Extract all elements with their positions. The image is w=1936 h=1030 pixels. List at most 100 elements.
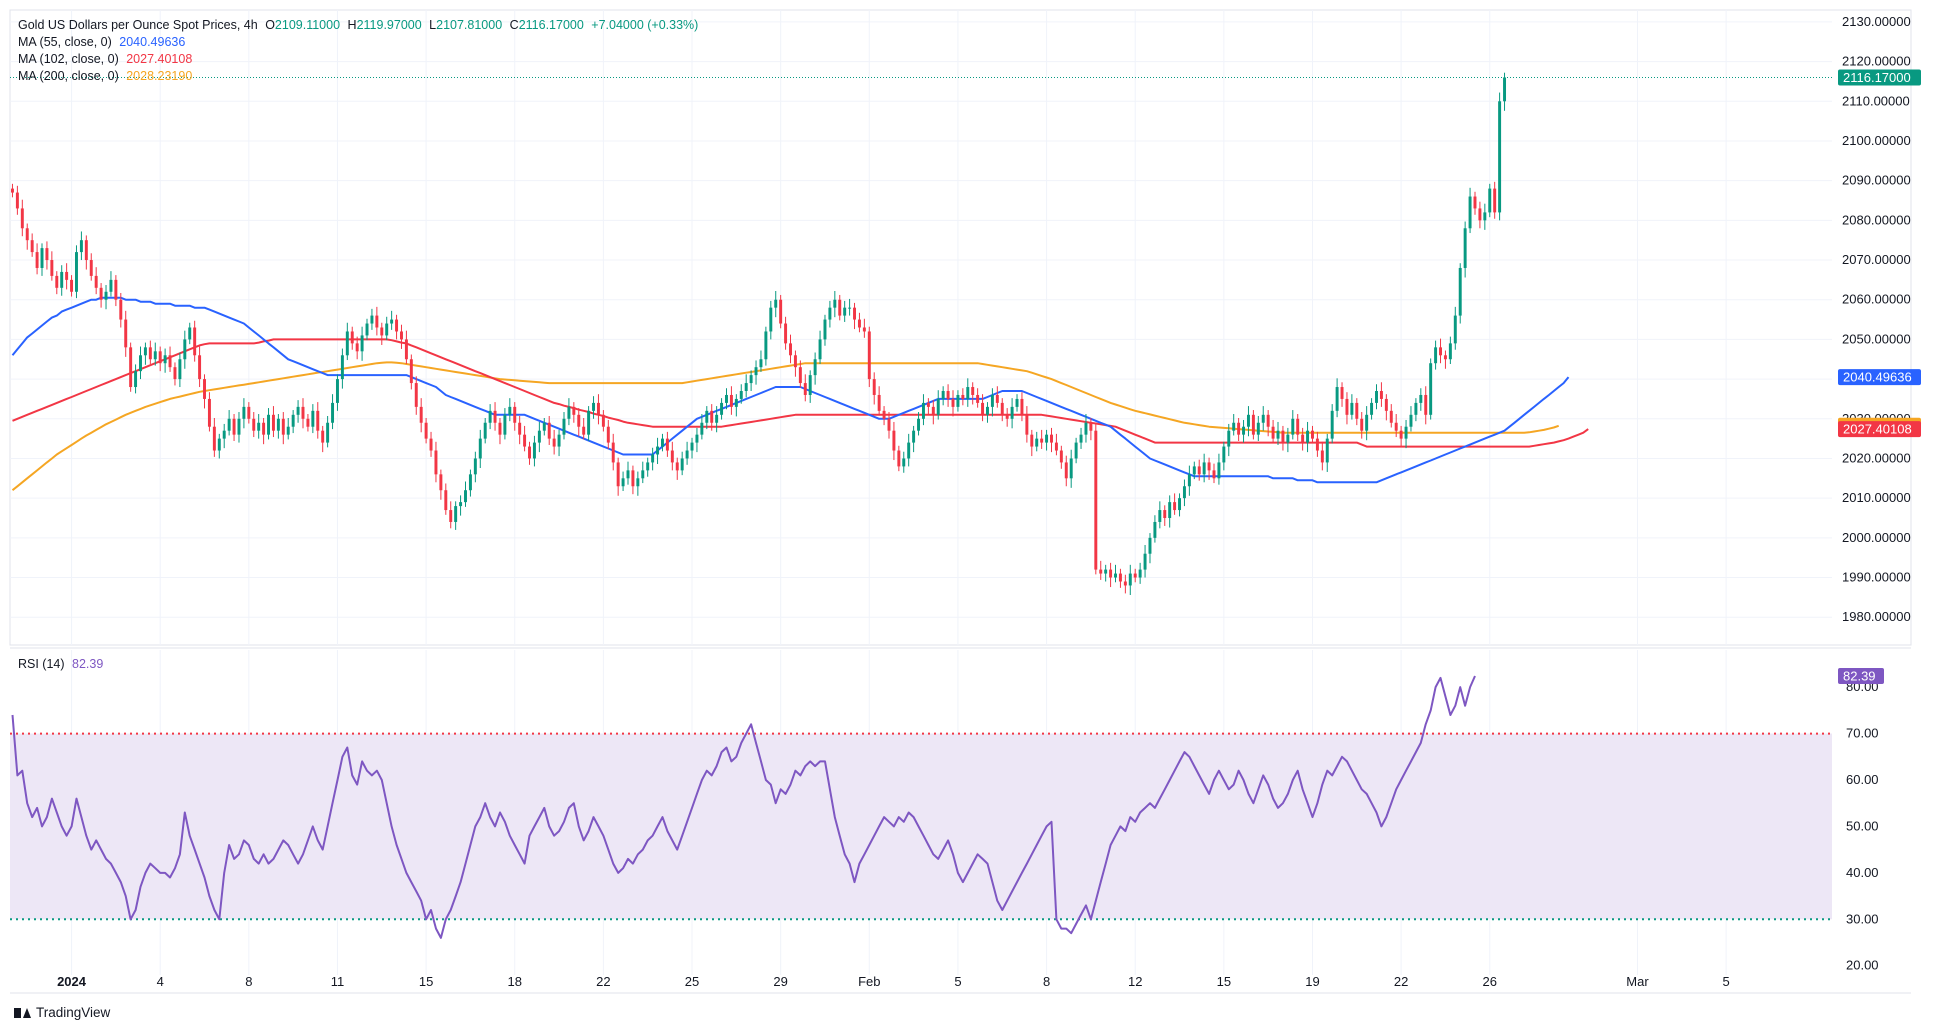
time-tick-label: 8 [1043, 974, 1050, 989]
candle-body [1030, 434, 1034, 447]
candle-body [1340, 387, 1344, 399]
candle-body [813, 359, 817, 376]
candle-body [508, 406, 512, 415]
candle-body [872, 379, 876, 395]
candle-body [168, 355, 172, 368]
ma102-label: MA (102, close, 0) [18, 52, 119, 66]
rsi-label: RSI (14) [18, 657, 65, 671]
candle-body [20, 208, 24, 229]
candle-body [1148, 537, 1152, 554]
low-value: 2107.81000 [436, 18, 503, 32]
candle-body [148, 347, 152, 360]
candle-body [355, 343, 359, 352]
candle-body [114, 279, 118, 300]
candle-body [1040, 438, 1044, 443]
candle-body [449, 510, 453, 522]
price-tick-label: 2080.00000 [1842, 212, 1911, 227]
time-tick-label: 19 [1305, 974, 1319, 989]
candle-body [769, 307, 773, 332]
price-tick-label: 2090.00000 [1842, 173, 1911, 188]
candle-body [1389, 410, 1393, 423]
candle-body [464, 490, 467, 503]
candle-body [99, 287, 103, 300]
candle-body [1439, 347, 1442, 356]
rsi-tick-label: 30.00 [1846, 911, 1879, 926]
candle-body [1079, 434, 1083, 443]
ma200-line [11, 361, 1560, 491]
ma200-legend: MA (200, close, 0) 2028.23190 [18, 68, 196, 84]
rsi-neutral-zone [10, 733, 1832, 920]
candle-body [1118, 573, 1122, 582]
candle-body [1084, 422, 1088, 435]
candle-body [1074, 442, 1078, 459]
candle-body [917, 418, 921, 431]
candle-body [400, 331, 403, 340]
candle-body [1409, 414, 1413, 427]
candle-body [1153, 521, 1157, 538]
change-value: +7.04000 (+0.33%) [591, 18, 699, 32]
candle-body [390, 319, 394, 324]
candle-body [158, 351, 162, 364]
candle-body [907, 442, 911, 459]
candle-body [1020, 398, 1024, 415]
candle-body [774, 299, 778, 308]
candle-body [705, 410, 709, 423]
candle-body [557, 434, 561, 447]
candle-body [1054, 442, 1058, 451]
candlesticks [10, 72, 1507, 595]
candle-body [129, 347, 133, 388]
candle-body [720, 402, 724, 415]
candle-body [360, 335, 364, 352]
price-tick-label: 1980.00000 [1842, 609, 1911, 624]
candle-body [542, 422, 546, 431]
candle-body [1370, 402, 1374, 415]
candle-body [1025, 414, 1029, 435]
time-tick-label: 5 [954, 974, 961, 989]
candle-body [311, 410, 315, 427]
candle-body [1434, 347, 1438, 364]
candle-body [1291, 418, 1295, 435]
candle-body [1488, 188, 1492, 213]
candle-body [1458, 267, 1462, 316]
candle-body [60, 271, 64, 288]
price-tick-label: 2020.00000 [1842, 450, 1911, 465]
candle-body [143, 347, 147, 356]
candle-body [124, 319, 128, 348]
candle-body [862, 327, 866, 332]
time-tick-label: Mar [1626, 974, 1649, 989]
candle-body [1384, 398, 1388, 411]
candle-body [1050, 434, 1053, 443]
candle-body [1168, 502, 1172, 518]
ma200-value: 2028.23190 [126, 69, 193, 83]
candle-body [552, 438, 556, 447]
candle-body [808, 375, 812, 395]
price-tick-label: 2050.00000 [1842, 331, 1911, 346]
candle-body [1045, 434, 1049, 443]
time-tick-label: 25 [685, 974, 699, 989]
candle-body [754, 367, 758, 376]
candle-body [1355, 402, 1359, 419]
candle-body [1350, 402, 1354, 415]
candle-body [488, 410, 492, 423]
candle-body [1345, 398, 1349, 415]
candle-body [153, 351, 157, 360]
candle-body [537, 430, 541, 443]
candle-body [1281, 430, 1285, 443]
candle-body [188, 327, 192, 340]
candle-body [385, 323, 389, 336]
candle-body [419, 406, 423, 423]
candle-body [395, 319, 399, 332]
candle-body [1325, 438, 1329, 463]
candle-body [1197, 466, 1201, 475]
price-labels: 2116.170002040.496362028.231902027.40108… [1838, 69, 1921, 685]
time-tick-label: 4 [157, 974, 164, 989]
candle-body [227, 418, 231, 431]
candle-body [1212, 470, 1216, 479]
candle-body [478, 438, 482, 459]
candle-body [1365, 414, 1369, 431]
candle-body [803, 383, 807, 395]
ma55-label: MA (55, close, 0) [18, 35, 112, 49]
price-tick-label: 2000.00000 [1842, 530, 1911, 545]
candle-body [1271, 426, 1275, 439]
tradingview-brand[interactable]: TradingView [14, 1005, 110, 1020]
